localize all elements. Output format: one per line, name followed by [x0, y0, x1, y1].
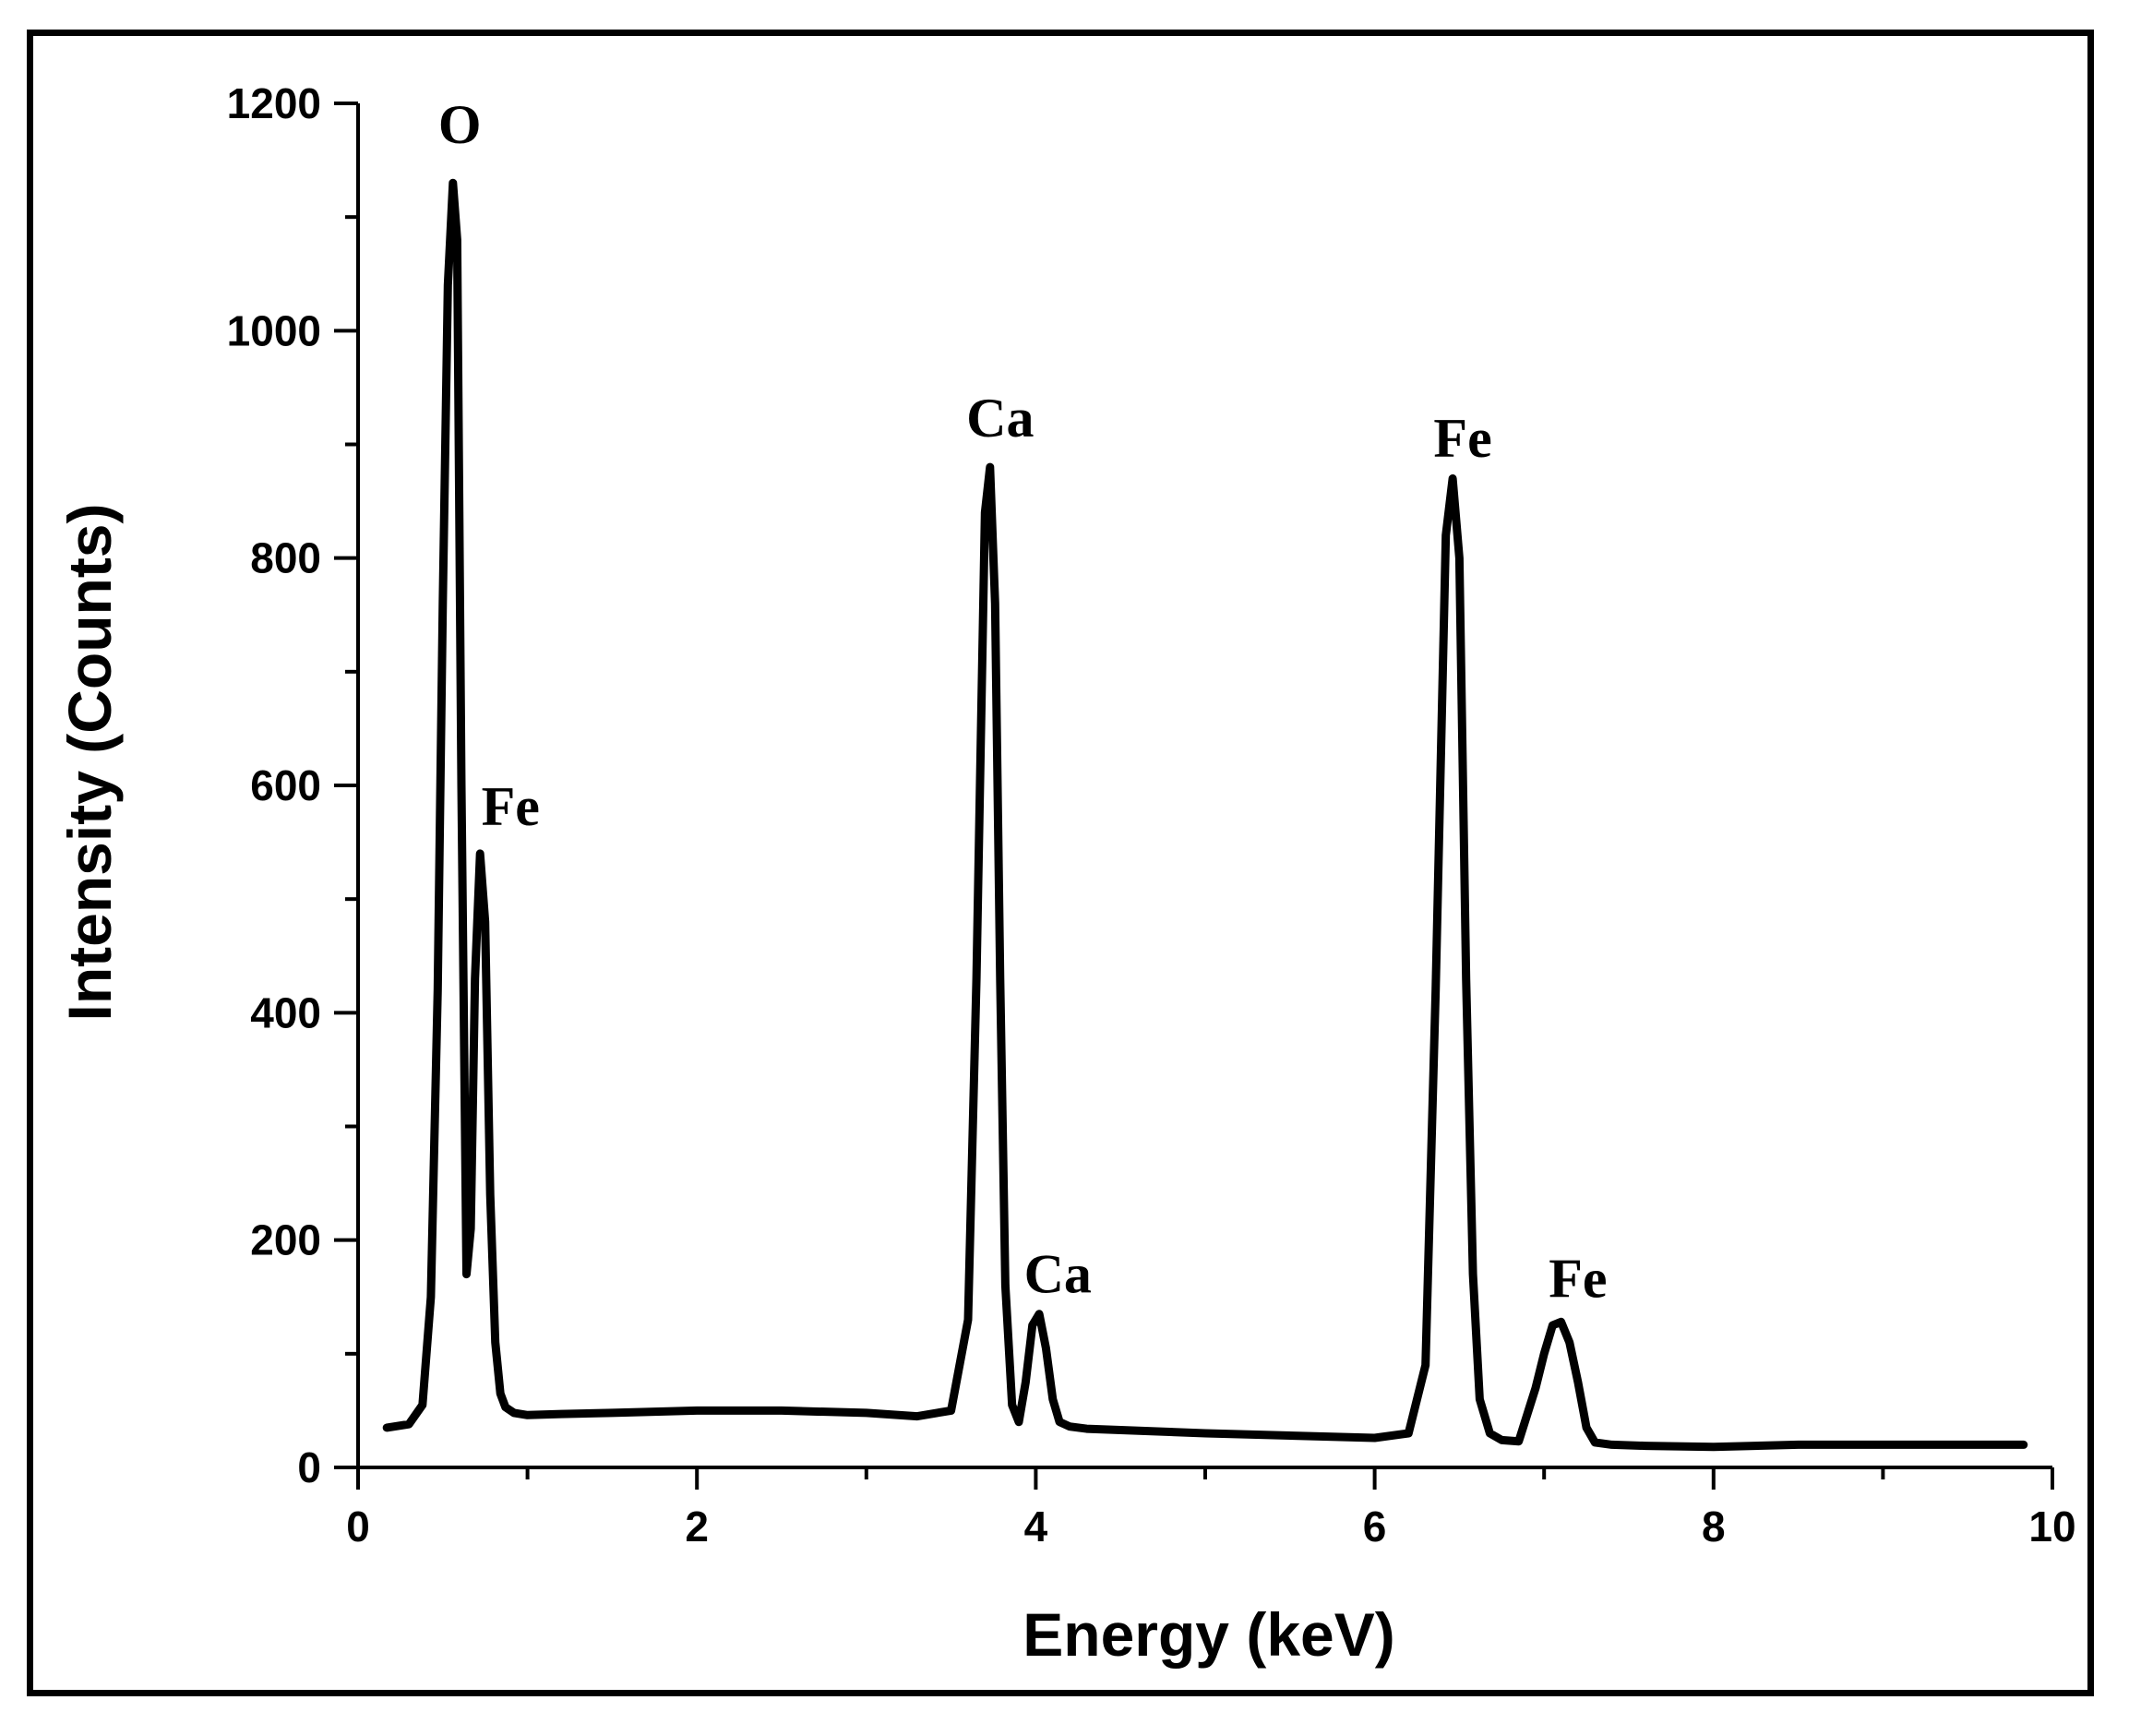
y-tick-label: 0 — [297, 1443, 321, 1491]
y-tick-label: 600 — [250, 761, 321, 809]
x-tick-label: 6 — [1363, 1503, 1387, 1550]
x-tick-label: 4 — [1024, 1503, 1048, 1550]
y-tick-label: 400 — [250, 988, 321, 1036]
spectrum-line — [382, 178, 2028, 1452]
y-axis-title: Intensity (Counts) — [55, 504, 124, 1022]
axis-ticks: 0 2 4 6 8 10 0 200 400 600 800 1000 1200 — [227, 79, 2076, 1550]
y-tick-label: 200 — [250, 1216, 321, 1264]
peak-label-ca: Ca — [966, 388, 1034, 449]
x-axis-title: Energy (keV) — [1023, 1600, 1394, 1669]
x-tick-label: 8 — [1702, 1503, 1726, 1550]
peak-labels: O Fe Ca Ca Fe Fe — [438, 94, 1608, 1309]
peak-label-ca: Ca — [1024, 1243, 1092, 1304]
plot-axes — [356, 103, 2052, 1469]
peak-label-fe: Fe — [1549, 1248, 1607, 1309]
y-tick-label: 1000 — [227, 306, 321, 354]
x-tick-label: 0 — [346, 1503, 370, 1550]
peak-label-fe: Fe — [1433, 408, 1491, 469]
y-tick-label: 1200 — [227, 79, 321, 127]
peak-label-fe: Fe — [482, 776, 540, 837]
x-tick-label: 10 — [2028, 1503, 2075, 1550]
y-tick-label: 800 — [250, 534, 321, 582]
x-tick-label: 2 — [685, 1503, 709, 1550]
peak-label-o: O — [438, 94, 482, 155]
series-layer — [382, 178, 2028, 1452]
